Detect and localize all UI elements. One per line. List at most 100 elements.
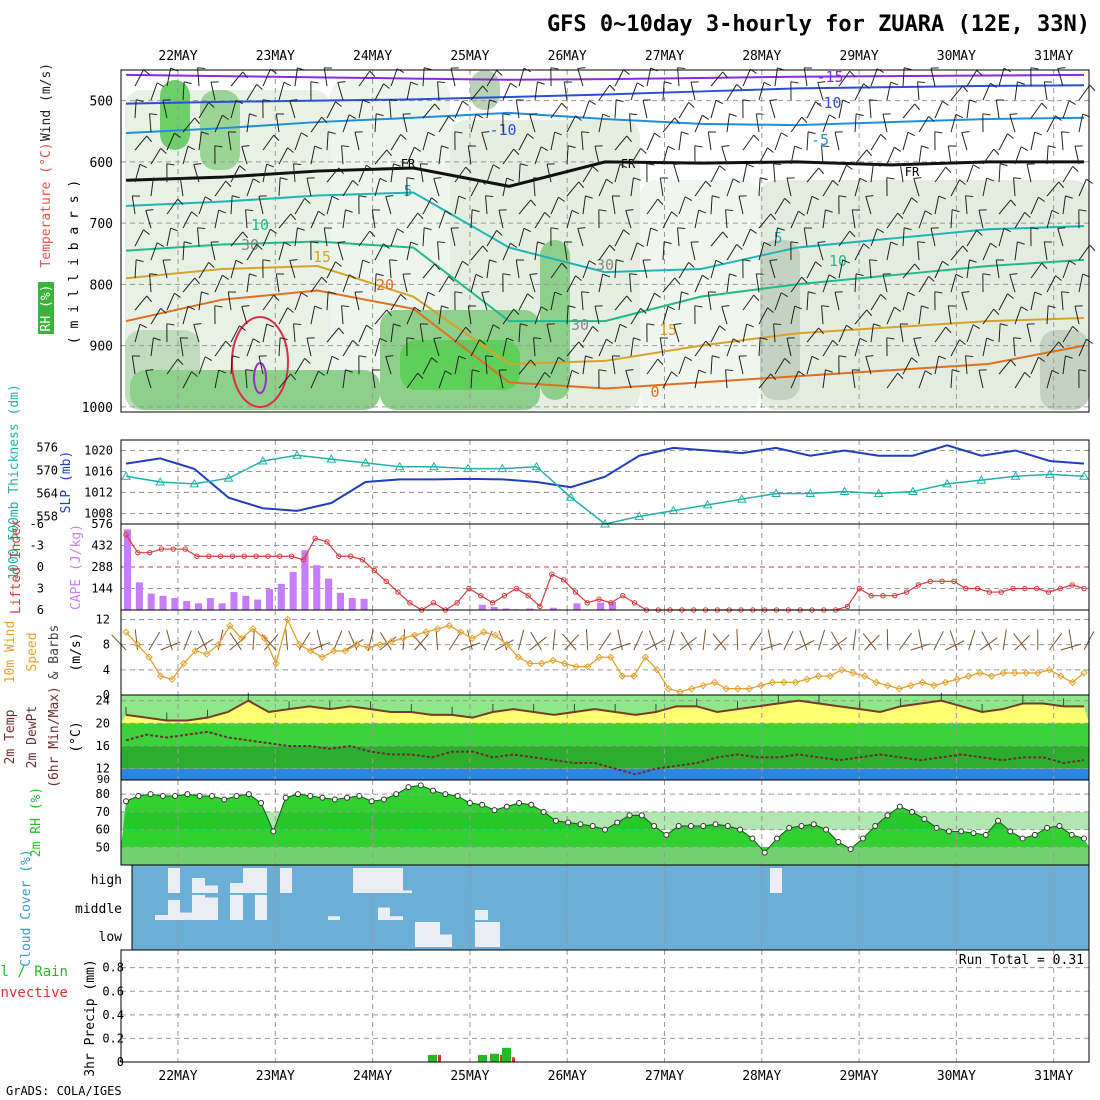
date-top-label: 22MAY (158, 49, 197, 64)
isotherm-label: 5 (403, 182, 412, 200)
barb-staff (934, 355, 940, 375)
barb-flag (640, 308, 647, 314)
wind10-marker (168, 675, 176, 683)
barb-flag (187, 145, 195, 151)
barb-staff (354, 132, 360, 151)
barb-flag (928, 116, 935, 122)
barb-flag (643, 99, 651, 101)
wind10-marker (768, 678, 777, 687)
barb-staff (934, 101, 943, 119)
barb-staff (294, 132, 302, 151)
barb-staff (902, 132, 909, 151)
barb-flag (389, 99, 398, 102)
li-marker (880, 592, 886, 599)
barb-staff (710, 165, 720, 183)
barb-staff (150, 337, 154, 357)
wind10-marker (422, 628, 430, 636)
date-bottom-label: 26MAY (548, 1069, 587, 1084)
barb-flag (986, 337, 994, 342)
barb-staff (406, 337, 408, 357)
barb-flag (448, 116, 455, 122)
wind-tick: 4 (103, 663, 110, 677)
barb-flag (626, 295, 632, 303)
barb-staff (563, 241, 568, 261)
barb-staff (262, 323, 268, 343)
barb-staff (550, 197, 559, 215)
barb-staff (1062, 326, 1074, 343)
wind-axis-label: Wind (m/s) (39, 63, 54, 141)
barb-flag (379, 177, 387, 183)
barb-staff (1062, 100, 1070, 119)
barb-staff (978, 210, 984, 229)
barb-staff (550, 67, 552, 87)
barb-staff (470, 179, 480, 197)
barb-flag (273, 294, 280, 301)
rh-marker (540, 808, 547, 815)
wind10-barb (633, 630, 644, 651)
barb-flag (742, 99, 751, 102)
barb-flag (671, 211, 678, 217)
barb-staff (1078, 113, 1084, 133)
barb-staff (646, 133, 655, 151)
barb-staff (566, 115, 576, 133)
wind10-barb (767, 629, 773, 651)
isotherm-line (125, 264, 1085, 366)
barb-staff (598, 179, 607, 197)
cape-bar (526, 608, 534, 610)
barb-staff (179, 177, 184, 197)
high-cloud-block (168, 868, 180, 893)
barb-staff (902, 227, 905, 247)
barb-staff (566, 210, 573, 229)
temp-tick-bottom: 90 (97, 773, 110, 786)
barb-staff (406, 212, 419, 229)
barb-staff (326, 261, 336, 279)
wind10-barb (402, 629, 406, 651)
barb-flag (513, 308, 520, 315)
barb-flag (817, 241, 826, 243)
barb-staff (1046, 115, 1056, 133)
barb-flag (773, 163, 782, 166)
rh-marker (675, 823, 682, 830)
barb-flag (163, 99, 171, 101)
barb-flag (876, 68, 884, 74)
barb-flag (214, 145, 223, 148)
barb-flag (376, 273, 384, 277)
barb-flag (673, 323, 682, 325)
barb-staff (374, 83, 384, 101)
barb-flag (654, 132, 661, 138)
wind10-marker (734, 684, 742, 693)
barb-staff (358, 355, 360, 375)
li-marker (206, 553, 212, 559)
barb-staff (998, 68, 1005, 87)
barb-staff (1078, 339, 1087, 357)
temp-axis-label-3: (6hr Min/Max) (47, 686, 62, 788)
barb-staff (598, 84, 611, 101)
cape-bar (230, 592, 238, 610)
barb-staff (262, 163, 268, 183)
barb-flag (314, 305, 322, 310)
wind10-marker (687, 684, 696, 693)
barb-flag (256, 244, 263, 250)
barb-staff (902, 103, 916, 119)
barb-flag (533, 337, 542, 340)
barb-flag (1044, 81, 1052, 83)
rh-marker (356, 792, 363, 799)
barb-flag (575, 115, 582, 121)
barb-staff (437, 81, 440, 101)
barb-staff (694, 115, 703, 133)
wind10-barb (1014, 635, 1031, 651)
barb-staff (854, 273, 857, 293)
barb-flag (609, 84, 616, 91)
barb-staff (294, 67, 298, 87)
barb-staff (662, 371, 672, 389)
li-marker (537, 603, 543, 610)
wind10-marker (468, 634, 476, 643)
barb-flag (289, 99, 298, 101)
barb-flag (674, 117, 680, 125)
cape-bar (242, 595, 250, 610)
barb-flag (581, 131, 590, 134)
barb-staff (678, 102, 690, 119)
barb-staff (738, 356, 744, 375)
rh-shade (200, 90, 240, 170)
barb-staff (998, 323, 1001, 343)
